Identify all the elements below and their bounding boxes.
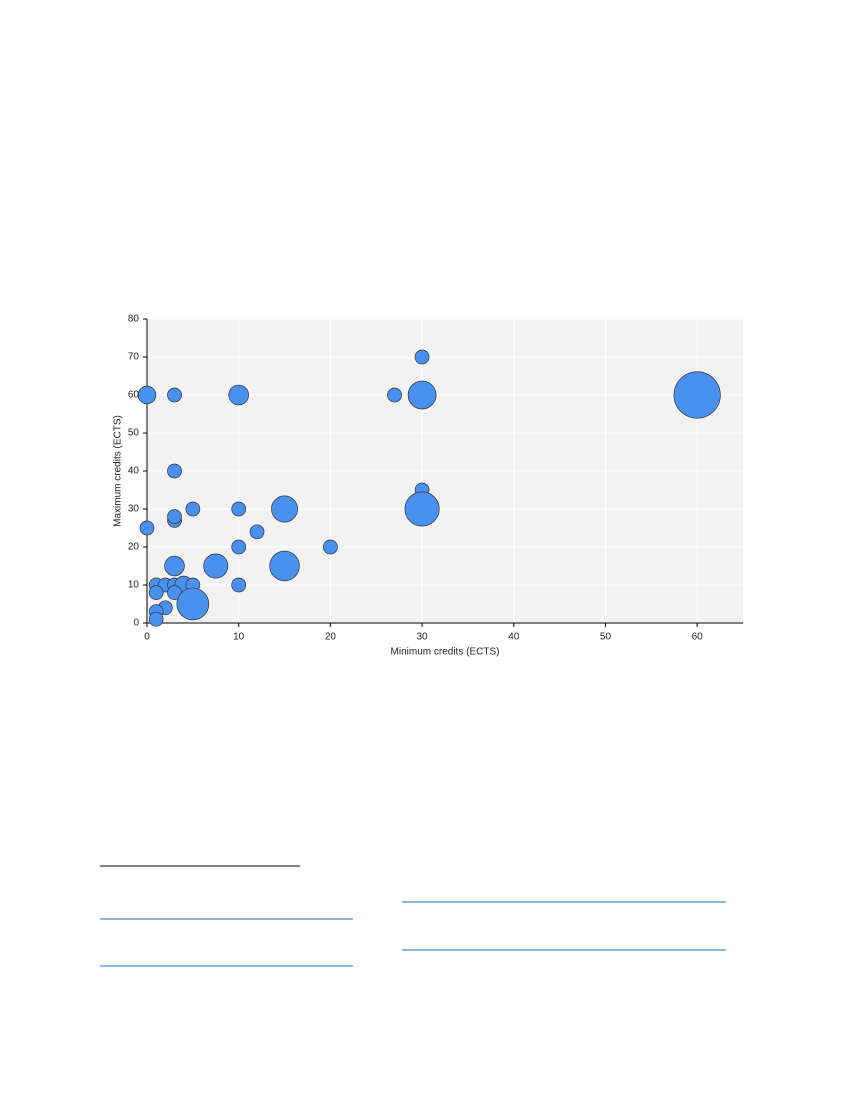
bubble (231, 501, 247, 517)
bubble (414, 349, 430, 365)
bubble (387, 387, 402, 403)
bubble (185, 501, 201, 517)
bubble (249, 524, 265, 540)
y-tick-label: 20 (128, 542, 140, 553)
x-tick-label: 10 (233, 632, 245, 643)
bubble (231, 577, 247, 593)
y-tick-label: 10 (128, 580, 140, 591)
bubble (231, 539, 247, 555)
bubble (673, 371, 721, 419)
x-tick-label: 50 (600, 632, 612, 643)
bubble (167, 463, 182, 479)
bubble (139, 520, 155, 536)
y-tick-label: 30 (128, 504, 140, 515)
bubble (269, 550, 300, 582)
x-tick-label: 20 (325, 632, 337, 643)
bubble (271, 495, 298, 523)
bubbles (137, 349, 721, 627)
bubble (176, 587, 210, 621)
bubble (323, 539, 338, 555)
bubble (167, 509, 182, 524)
x-tick-label: 40 (508, 632, 520, 643)
x-axis-title: Minimum credits (ECTS) (391, 647, 500, 658)
y-axis-title: Maximum credits (ECTS) (113, 415, 124, 527)
bubble (164, 555, 185, 577)
bubble (203, 553, 229, 579)
x-tick-label: 0 (144, 632, 150, 643)
y-tick-label: 60 (128, 390, 140, 401)
bubble (407, 380, 437, 410)
y-tick-label: 0 (133, 618, 139, 629)
bubble (228, 384, 249, 406)
bubble (148, 611, 164, 627)
x-tick-label: 60 (692, 632, 704, 643)
bubble (404, 491, 440, 527)
bubble (148, 585, 164, 600)
bubble (167, 387, 182, 403)
y-tick-label: 70 (128, 352, 140, 363)
x-tick-label: 30 (417, 632, 429, 643)
bubble (137, 385, 157, 405)
y-tick-label: 80 (128, 314, 140, 325)
y-tick-label: 40 (128, 466, 140, 477)
y-tick-label: 50 (128, 428, 140, 439)
